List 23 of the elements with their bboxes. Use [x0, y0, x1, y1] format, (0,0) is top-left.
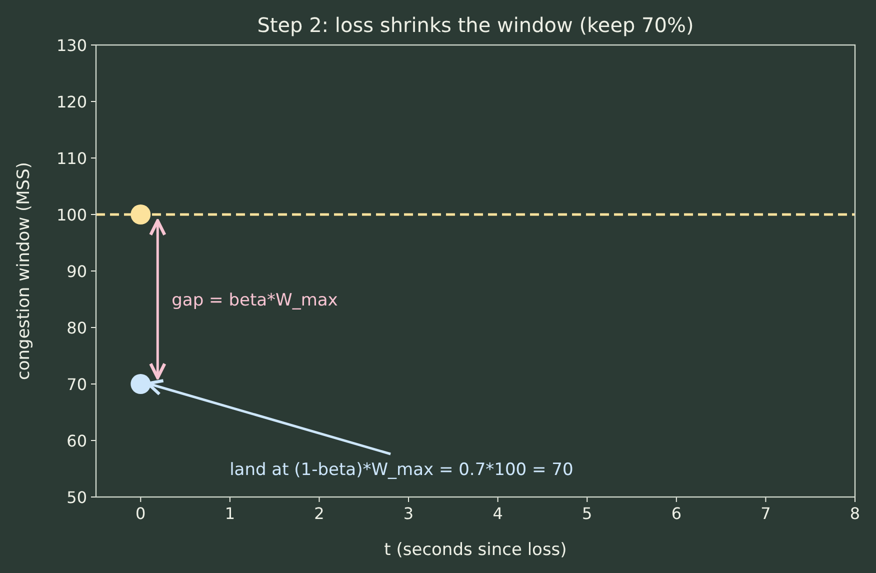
annotation: gap = beta*W_max — [172, 290, 338, 310]
y-tick-label: 60 — [66, 432, 87, 450]
y-tick-label: 90 — [66, 262, 87, 281]
x-tick-label: 3 — [403, 504, 414, 523]
x-tick-label: 4 — [492, 504, 503, 523]
y-tick-label: 120 — [56, 92, 87, 112]
y-tick-label: 70 — [66, 375, 87, 394]
x-tick-label: 7 — [760, 504, 771, 523]
x-axis-title: t (seconds since loss) — [384, 540, 567, 560]
x-tick-label: 8 — [850, 504, 860, 523]
x-tick-label: 5 — [582, 504, 592, 523]
y-tick-label: 80 — [66, 318, 87, 338]
x-tick-label: 1 — [224, 504, 236, 523]
y-tick-label: 130 — [56, 36, 87, 55]
chart-title: Step 2: loss shrinks the window (keep 70%) — [257, 13, 694, 37]
x-tick-label: 0 — [136, 504, 146, 523]
y-tick-label: 110 — [56, 149, 87, 168]
annotation: land at (1-beta)*W_max = 0.7*100 = 70 — [230, 460, 574, 480]
x-tick-label: 6 — [671, 504, 682, 523]
x-tick-label: 2 — [314, 504, 324, 523]
y-tick-label: 50 — [66, 488, 87, 507]
y-axis-title: congestion window (MSS) — [14, 162, 34, 380]
y-tick-label: 100 — [56, 206, 87, 224]
